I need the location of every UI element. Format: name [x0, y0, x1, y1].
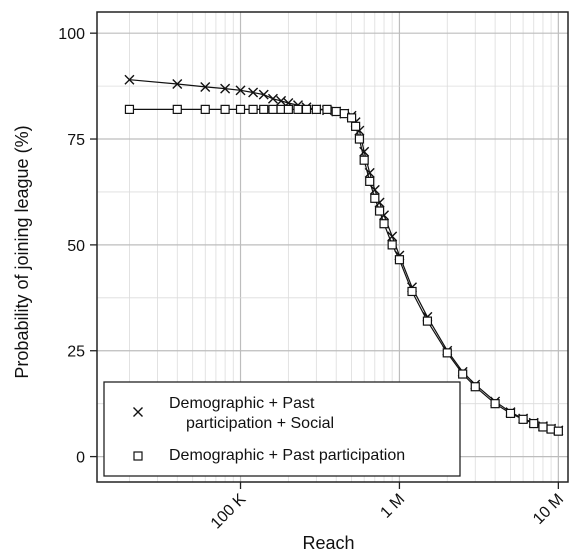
x-tick-label: 100 K — [208, 491, 250, 533]
data-point — [220, 104, 230, 114]
data-point — [235, 85, 246, 96]
data-point — [370, 193, 380, 203]
data-point — [124, 74, 135, 85]
y-axis-title: Probability of joining league (%) — [12, 125, 32, 378]
data-point — [301, 104, 312, 114]
data-point — [267, 93, 278, 104]
series-x — [124, 74, 564, 436]
y-tick-label: 50 — [67, 238, 85, 255]
data-point — [379, 219, 389, 229]
data-point — [248, 87, 259, 98]
data-point — [293, 104, 303, 114]
data-point — [283, 104, 293, 114]
data-point — [387, 240, 397, 250]
data-point — [354, 134, 365, 144]
legend-marker-square-icon — [133, 451, 143, 461]
data-point — [124, 104, 135, 114]
series-square — [124, 104, 563, 436]
data-point — [505, 408, 516, 419]
data-point — [387, 231, 398, 242]
data-point — [529, 418, 539, 429]
data-point — [235, 104, 246, 114]
data-point — [248, 104, 258, 114]
x-tick-label: 1 M — [377, 491, 408, 522]
data-point — [322, 104, 332, 114]
y-tick-label: 25 — [67, 344, 85, 361]
data-point — [490, 399, 500, 409]
data-point — [346, 113, 357, 123]
data-point — [553, 426, 563, 436]
data-point — [518, 414, 528, 424]
data-point — [311, 104, 321, 114]
data-point — [359, 155, 369, 165]
legend-item-square: Demographic + Past participation — [133, 447, 405, 464]
data-point — [172, 104, 182, 114]
y-tick-label: 75 — [67, 132, 85, 149]
y-tick-label: 0 — [76, 450, 85, 467]
data-point — [331, 106, 341, 117]
legend-box — [103, 381, 461, 477]
legend-marker-x-icon — [133, 407, 143, 417]
data-point — [220, 83, 231, 94]
y-tick-label: 100 — [58, 26, 85, 43]
data-point — [276, 95, 287, 106]
legend-label: participation + Social — [186, 415, 334, 432]
data-point — [259, 104, 269, 114]
data-point — [365, 176, 375, 186]
data-point — [442, 348, 452, 358]
data-point — [258, 89, 269, 100]
data-point — [407, 286, 417, 297]
data-point — [200, 104, 210, 114]
data-point — [422, 316, 433, 326]
legend: Demographic + Past participation + Social… — [103, 381, 461, 477]
x-tick-label: 10 M — [530, 491, 567, 528]
x-axis-title: Reach — [302, 533, 354, 552]
legend-item-x: Demographic + Past participation + Social — [133, 395, 334, 432]
data-point — [200, 81, 211, 92]
series-line — [129, 79, 559, 431]
data-point — [394, 255, 405, 265]
data-point — [458, 369, 468, 379]
data-point — [351, 121, 361, 131]
data-point — [268, 104, 278, 114]
plot-frame — [96, 11, 569, 483]
legend-label: Demographic + Past — [169, 395, 315, 412]
legend-label: Demographic + Past participation — [169, 447, 405, 464]
data-point — [172, 78, 183, 89]
data-point — [538, 422, 548, 432]
series-layer — [124, 74, 564, 436]
data-point — [374, 206, 385, 216]
data-point — [470, 382, 480, 392]
